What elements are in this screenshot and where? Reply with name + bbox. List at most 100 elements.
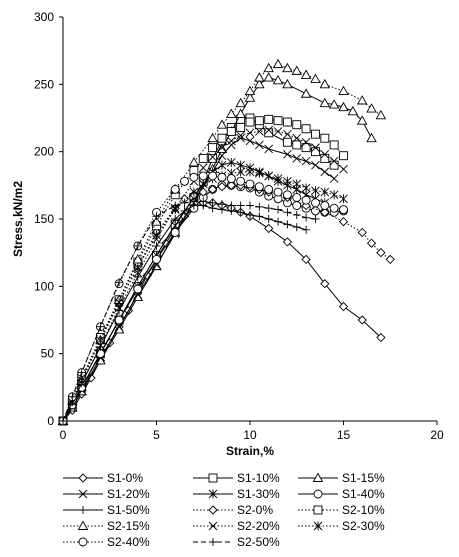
data-point xyxy=(311,147,320,157)
data-point xyxy=(170,184,180,194)
x-axis-title: Strain,% xyxy=(226,444,274,458)
data-point xyxy=(292,193,302,202)
x-tick-label: 0 xyxy=(60,428,67,442)
data-point xyxy=(283,220,292,229)
data-point xyxy=(254,182,264,192)
data-point xyxy=(152,230,161,240)
data-point xyxy=(208,153,218,163)
series-line xyxy=(62,184,344,422)
data-point xyxy=(207,132,218,143)
legend-item: S1-30% xyxy=(193,487,280,501)
legend-marker xyxy=(313,489,323,499)
y-axis-title: Stress,kN/m2 xyxy=(11,181,25,257)
legend-item: S2-15% xyxy=(63,519,150,533)
data-point xyxy=(226,136,236,146)
legend-item: S2-40% xyxy=(63,535,150,549)
data-point xyxy=(273,187,283,197)
data-point xyxy=(273,116,283,126)
data-point xyxy=(301,183,311,193)
data-point xyxy=(329,156,339,166)
legend-label: S2-40% xyxy=(107,535,150,549)
data-point xyxy=(208,152,217,162)
legend-item: S2-10% xyxy=(298,503,385,517)
legend-marker xyxy=(208,473,218,483)
data-point xyxy=(245,136,255,146)
data-point xyxy=(375,109,387,120)
legend-marker xyxy=(78,473,88,483)
data-point xyxy=(264,215,273,223)
data-point xyxy=(77,368,86,377)
legend-marker xyxy=(78,537,88,547)
data-point xyxy=(292,120,302,130)
series-line xyxy=(62,175,344,422)
data-point xyxy=(236,122,246,132)
data-point xyxy=(244,92,256,102)
data-point xyxy=(320,150,330,159)
data-point xyxy=(236,131,245,140)
data-point xyxy=(283,176,292,186)
data-point xyxy=(133,262,143,272)
data-point xyxy=(171,201,180,210)
data-point xyxy=(320,167,330,177)
data-point xyxy=(319,97,331,108)
data-point xyxy=(366,103,377,113)
data-point xyxy=(292,154,302,163)
legend-item: S2-50% xyxy=(193,535,280,549)
legend-marker xyxy=(78,489,88,499)
data-point xyxy=(301,124,311,134)
y-axis: 0 50 100 150 200 250 300 xyxy=(34,10,64,428)
legend-marker xyxy=(208,505,218,515)
data-point xyxy=(339,194,348,204)
data-point xyxy=(152,212,161,221)
y-tick-label: 200 xyxy=(34,145,54,159)
legend-item: S2-20% xyxy=(193,519,280,533)
data-point xyxy=(301,195,311,205)
data-point xyxy=(68,392,77,401)
data-point xyxy=(292,179,302,189)
data-point xyxy=(264,223,274,234)
legend-label: S1-0% xyxy=(107,471,143,485)
legend-item: S2-0% xyxy=(193,503,273,517)
legend-item: S1-20% xyxy=(63,487,150,501)
data-point xyxy=(311,215,320,223)
legend-label: S2-15% xyxy=(107,519,150,533)
data-point xyxy=(301,137,311,147)
legend-label: S2-10% xyxy=(342,503,385,517)
data-point xyxy=(133,241,142,250)
data-point xyxy=(385,254,395,265)
data-point xyxy=(274,217,283,226)
legend: S1-0% S1-10% S1-15% S1-20% S1-30% S1-40% S1-50… xyxy=(63,471,385,549)
data-point xyxy=(198,171,208,181)
data-point xyxy=(226,127,236,136)
data-point xyxy=(366,238,377,248)
series-S2-50% xyxy=(59,197,320,425)
data-point xyxy=(217,172,227,182)
legend-item: S2-30% xyxy=(298,519,385,533)
data-point xyxy=(320,201,330,210)
data-point xyxy=(263,62,274,73)
series-S2-10% xyxy=(58,114,348,426)
y-tick-label: 150 xyxy=(34,212,54,226)
legend-label: S1-15% xyxy=(342,471,385,485)
data-point xyxy=(245,179,255,189)
data-point xyxy=(292,133,302,143)
plot-area xyxy=(57,58,395,426)
data-point xyxy=(376,248,386,258)
data-point xyxy=(208,171,218,181)
data-point xyxy=(226,174,236,184)
data-point xyxy=(217,133,227,143)
data-point xyxy=(217,160,227,170)
series-S2-40% xyxy=(58,171,348,426)
y-tick-label: 300 xyxy=(34,10,54,24)
series-line xyxy=(62,202,382,422)
data-point xyxy=(208,143,218,153)
data-point xyxy=(226,157,236,167)
data-point xyxy=(180,176,190,186)
data-point xyxy=(180,206,189,215)
data-point xyxy=(357,315,367,325)
data-point xyxy=(208,198,217,207)
data-point xyxy=(282,117,292,127)
data-point xyxy=(198,179,208,189)
legend-item: S1-10% xyxy=(193,471,280,485)
data-point xyxy=(329,174,339,183)
